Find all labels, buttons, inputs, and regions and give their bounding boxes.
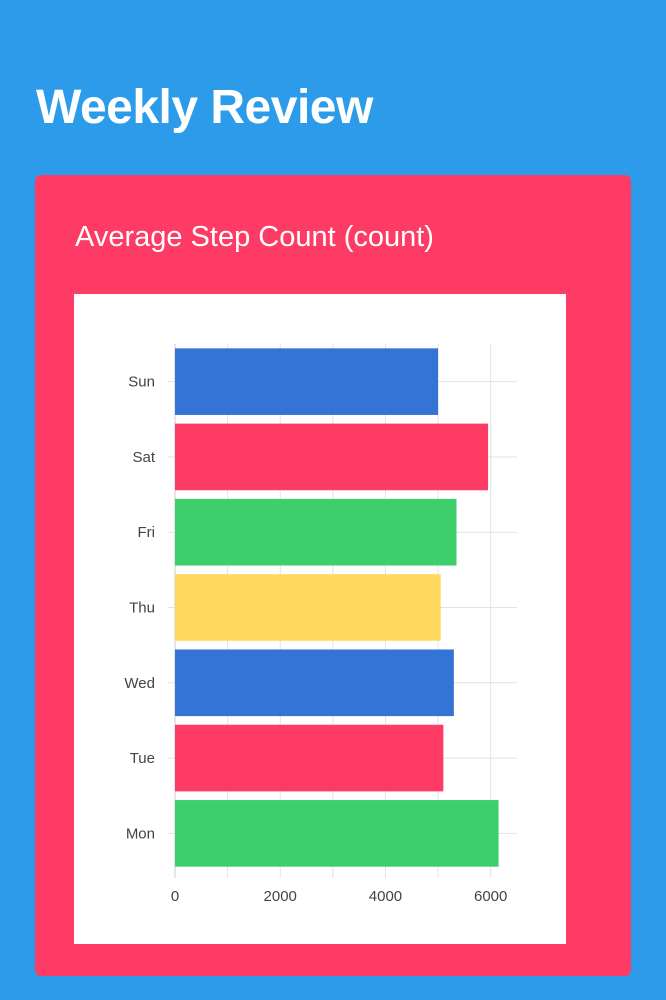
page-title: Weekly Review [36,81,373,134]
bar-wed [175,649,454,717]
y-tick-label: Tue [130,750,155,767]
y-tick-label: Thu [129,600,155,617]
bar-mon [175,800,499,867]
bar-sun [175,348,439,415]
card-title: Average Step Count (count) [75,221,434,253]
y-tick-label: Mon [126,825,155,842]
y-tick-label: Fri [138,524,156,541]
y-tick-label: Sat [132,449,155,466]
bar-tue [175,724,444,792]
chart-card: Average Step Count (count) Sun Sat Fri Thu W… [35,175,631,976]
bar-chart: Sun Sat Fri Thu Wed Tue Mon 0 2000 4000 6000 [124,344,517,905]
chart-area: Sun Sat Fri Thu Wed Tue Mon 0 2000 4000 6000 [74,294,566,944]
y-tick-label: Sun [128,374,155,391]
bar-layer [175,348,499,867]
x-tick-label: 4000 [369,888,402,905]
x-tick-label: 2000 [264,888,297,905]
bar-fri [175,498,457,566]
x-tick-label: 6000 [474,888,507,905]
y-tick-label: Wed [124,675,155,692]
x-tick-label: 0 [171,888,179,905]
bar-sat [175,423,489,491]
label-layer: Sun Sat Fri Thu Wed Tue Mon 0 2000 4000 6000 [124,374,507,905]
bar-thu [175,574,441,641]
